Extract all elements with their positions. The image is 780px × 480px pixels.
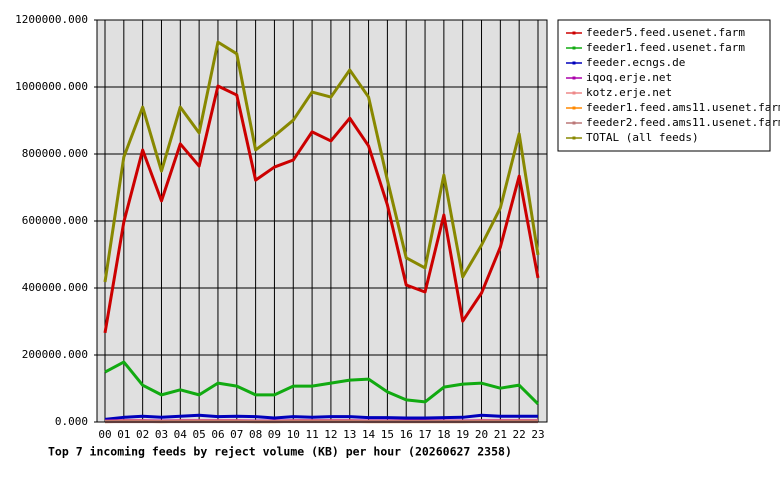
legend-marker: [572, 61, 576, 65]
legend: feeder5.feed.usenet.farm feeder1.feed.use…: [566, 26, 780, 144]
y-tick-label: 0.000: [55, 415, 88, 428]
x-tick-label: 22: [513, 428, 526, 441]
x-tick-label: 15: [381, 428, 394, 441]
series-line: [104, 360, 540, 405]
x-tick-label: 21: [494, 428, 507, 441]
x-tick-label: 03: [155, 428, 168, 441]
x-tick-label: 23: [531, 428, 544, 441]
x-tick-label: 04: [174, 428, 188, 441]
legend-label: feeder5.feed.usenet.farm: [586, 26, 745, 39]
x-tick-label: 02: [136, 428, 149, 441]
x-tick-label: 13: [343, 428, 356, 441]
legend-label: feeder1.feed.usenet.farm: [586, 41, 745, 54]
legend-label: feeder1.feed.ams11.usenet.farm: [586, 101, 780, 114]
x-tick-label: 09: [268, 428, 281, 441]
y-tick-label: 800000.000: [22, 147, 88, 160]
legend-label: kotz.erje.net: [586, 86, 672, 99]
legend-marker: [572, 31, 576, 35]
legend-label: feeder.ecngs.de: [586, 56, 685, 69]
x-tick-label: 17: [418, 428, 431, 441]
legend-marker: [572, 106, 576, 110]
series-line: [104, 413, 538, 421]
x-tick-label: 11: [305, 428, 318, 441]
legend-label: feeder2.feed.ams11.usenet.farm: [586, 116, 780, 129]
x-tick-label: 05: [193, 428, 206, 441]
series-line: [103, 40, 540, 283]
y-tick-label: 600000.000: [22, 214, 88, 227]
legend-label: TOTAL (all feeds): [586, 131, 699, 144]
legend-marker: [572, 76, 576, 80]
legend-box: [557, 19, 771, 152]
grid: [97, 19, 547, 423]
y-tick-label: 1000000.000: [15, 80, 88, 93]
y-tick-label: 1200000.000: [15, 13, 88, 26]
x-tick-label: 16: [400, 428, 413, 441]
legend-marker: [572, 136, 576, 140]
x-tick-label: 01: [117, 428, 130, 441]
legend-marker: [572, 46, 576, 50]
x-tick-label: 06: [211, 428, 224, 441]
x-tick-label: 08: [249, 428, 262, 441]
legend-marker: [572, 91, 576, 95]
x-tick-label: 14: [362, 428, 376, 441]
x-tick-label: 00: [98, 428, 111, 441]
legend-label: iqoq.erje.net: [586, 71, 672, 84]
series-line: [103, 84, 540, 334]
chart-title: Top 7 incoming feeds by reject volume (K…: [48, 445, 512, 459]
legend-marker: [572, 121, 576, 125]
y-tick-label: 200000.000: [22, 348, 88, 361]
x-tick-label: 18: [437, 428, 450, 441]
x-tick-label: 07: [230, 428, 243, 441]
x-tick-label: 10: [287, 428, 300, 441]
x-tick-label: 19: [456, 428, 469, 441]
x-tick-label: 20: [475, 428, 488, 441]
y-tick-label: 400000.000: [22, 281, 88, 294]
x-tick-label: 12: [324, 428, 337, 441]
